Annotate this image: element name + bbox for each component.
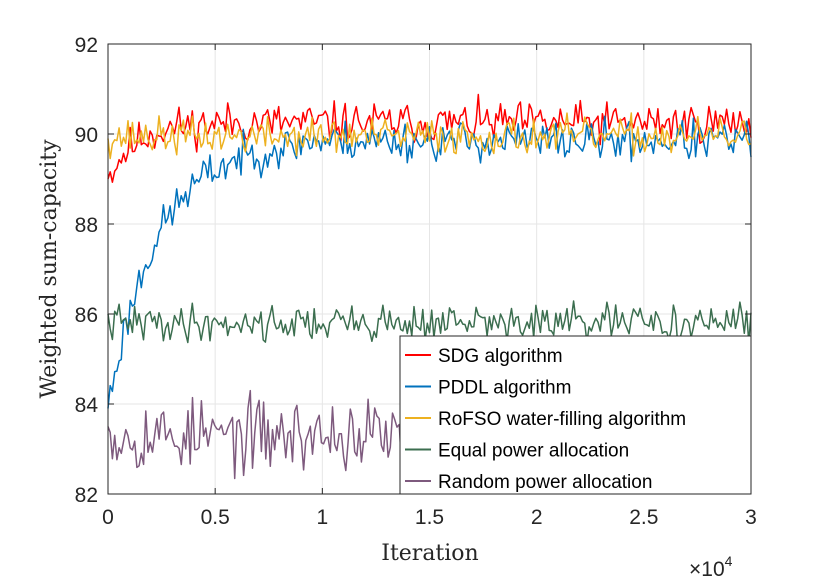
x-axis-label: Iteration: [381, 541, 478, 566]
y-tick-label: 88: [75, 214, 98, 237]
series-line: [107, 300, 752, 348]
y-tick-label: 92: [75, 34, 98, 57]
x-multiplier-base: ×10: [689, 558, 725, 581]
y-tick-label: 86: [75, 304, 98, 327]
legend-entry: Random power allocation: [438, 472, 652, 493]
legend-entry: PDDL algorithm: [438, 378, 571, 399]
x-tick-label: 1: [316, 506, 328, 529]
legend: SDG algorithm PDDL algorithm RoFSO water-f…: [399, 335, 752, 495]
x-multiplier-exponent: 4: [725, 553, 733, 569]
y-tick-label: 82: [75, 484, 98, 507]
x-axis-multiplier: ×104: [689, 553, 733, 581]
tick-labels: 0 0.5 1 1.5 2 2.5 3 82 84 86 88 90 92: [75, 34, 757, 529]
y-tick-label: 90: [75, 124, 98, 147]
series-line: [107, 115, 752, 409]
legend-entry: SDG algorithm: [438, 346, 563, 367]
legend-box: [399, 335, 752, 495]
series-line: [107, 389, 409, 480]
x-tick-label: 0.5: [201, 506, 230, 529]
y-axis-label: Weighted sum-capacity: [37, 139, 62, 399]
y-tick-label: 84: [75, 394, 99, 417]
x-tick-label: 2.5: [629, 506, 658, 529]
series-layer: [107, 93, 752, 480]
x-tick-label: 2: [531, 506, 543, 529]
series-line: [107, 112, 752, 160]
legend-entry: Equal power allocation: [438, 441, 629, 462]
x-tick-label: 3: [745, 506, 757, 529]
x-tick-label: 1.5: [415, 506, 444, 529]
legend-entry: RoFSO water-filling algorithm: [438, 409, 686, 430]
x-tick-label: 0: [102, 506, 114, 529]
